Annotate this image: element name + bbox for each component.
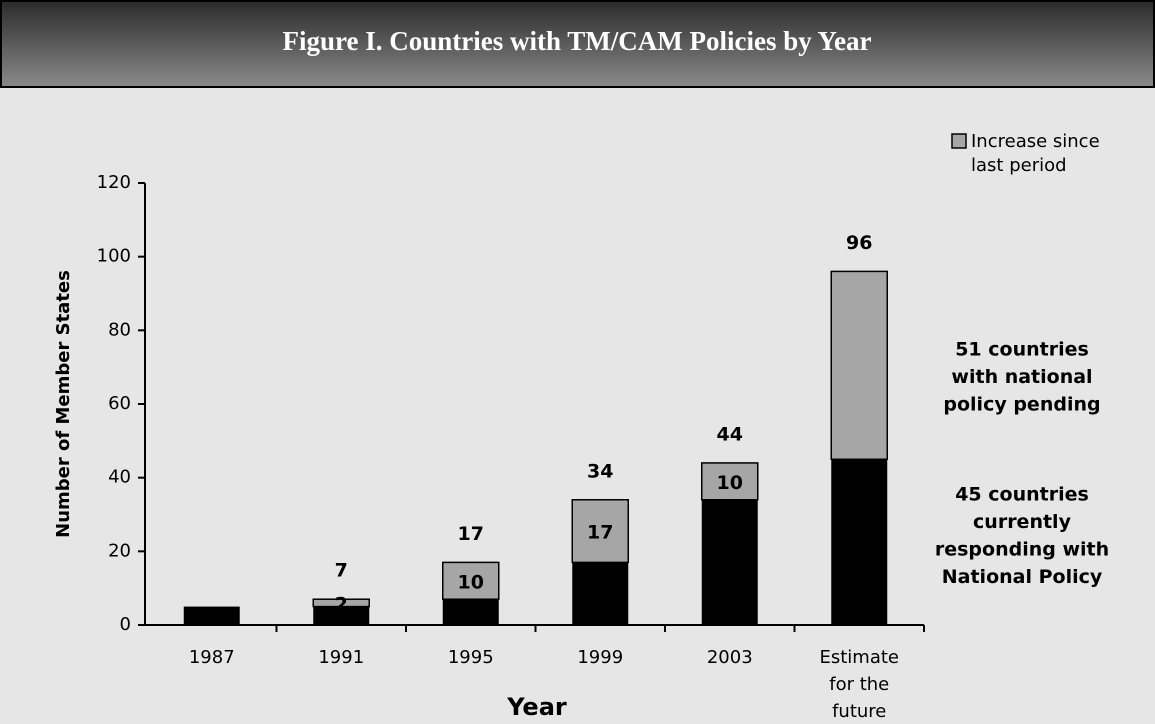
- bar-segment: [442, 561, 500, 600]
- total-label: 7: [335, 560, 348, 582]
- chart-title: Figure I. Countries with TM/CAM Policies…: [283, 26, 872, 56]
- y-tick-label: 0: [120, 614, 131, 635]
- header: [0, 0, 1155, 88]
- x-tick-label: 2003: [707, 647, 753, 668]
- annotation: 51 countries: [955, 339, 1089, 361]
- legend-swatch: [951, 133, 967, 149]
- x-tick-label: 1999: [577, 647, 623, 668]
- bar-segment: [830, 270, 888, 460]
- annotation: National Policy: [942, 566, 1103, 588]
- total-label: 17: [458, 523, 484, 545]
- y-tick-label: 20: [108, 540, 131, 561]
- segment-label: 10: [717, 472, 743, 494]
- bar-segment: [701, 499, 758, 625]
- segment-label: 2: [335, 593, 348, 615]
- y-tick-label: 40: [108, 467, 131, 488]
- y-tick-label: 100: [97, 246, 131, 267]
- bar-segment: [701, 462, 759, 501]
- x-tick-label: 1991: [318, 647, 364, 668]
- bar-segment: [442, 599, 499, 625]
- bar-segment: [572, 562, 629, 625]
- bar-segment: [571, 499, 629, 564]
- x-tick-label: 1987: [189, 647, 235, 668]
- legend-label: Increase since last period: [971, 131, 1100, 176]
- y-axis-label: Number of Member States: [53, 270, 74, 538]
- annotation: currently: [973, 511, 1072, 533]
- annotation: policy pending: [943, 394, 1100, 416]
- y-tick-label: 120: [97, 172, 131, 193]
- bar-segment: [831, 459, 888, 625]
- annotation: with national: [951, 366, 1092, 388]
- annotation: responding with: [935, 539, 1109, 561]
- segment-label: 10: [458, 571, 484, 593]
- y-tick-label: 80: [108, 319, 131, 340]
- y-tick-label: 60: [108, 393, 131, 414]
- total-label: 44: [717, 423, 743, 445]
- x-axis-label: Year: [506, 693, 567, 721]
- total-label: 96: [846, 232, 872, 254]
- total-label: 34: [587, 460, 613, 482]
- x-tick-label: Estimate for the future: [819, 647, 899, 722]
- bar-segment: [313, 606, 370, 625]
- annotation: 45 countries: [955, 484, 1089, 506]
- x-tick-label: 1995: [448, 647, 494, 668]
- bar-segment: [312, 598, 370, 608]
- bar-segment: [183, 606, 240, 625]
- segment-label: 17: [587, 522, 613, 544]
